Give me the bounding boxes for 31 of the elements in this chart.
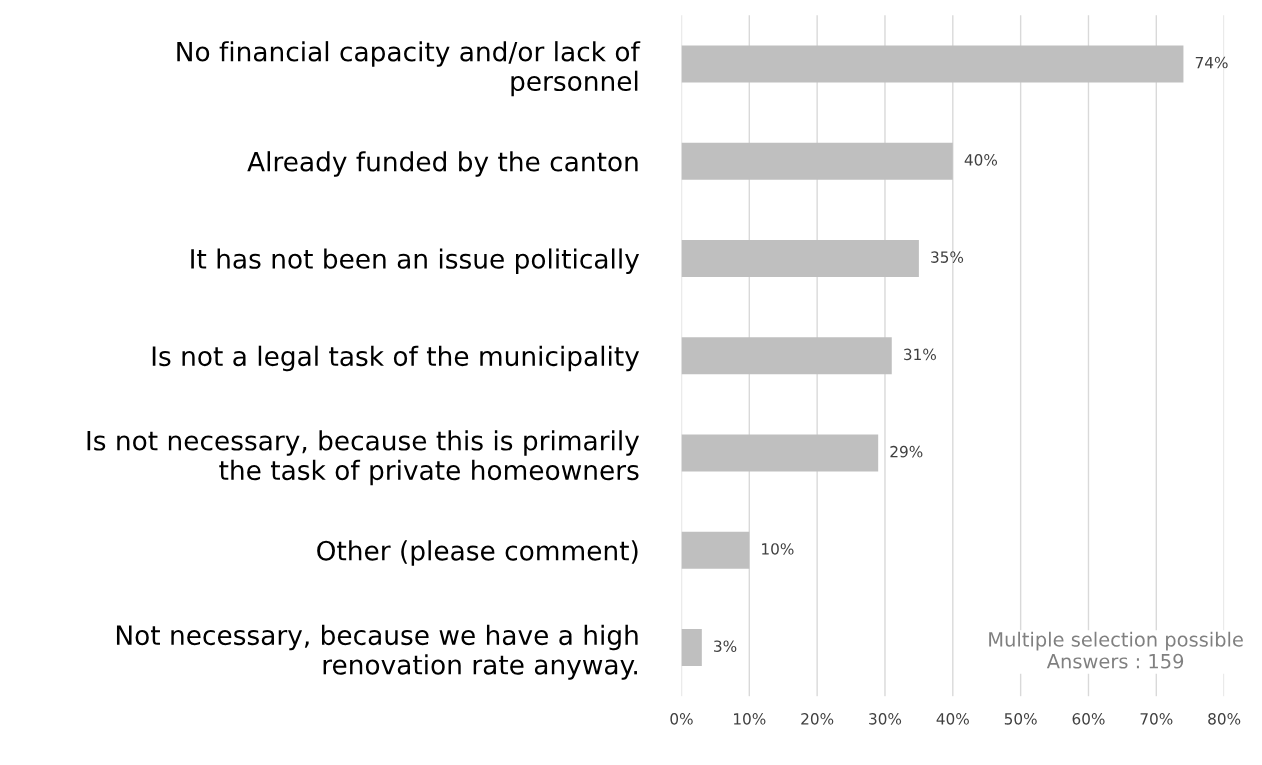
x-tick-label: 60% bbox=[1072, 713, 1105, 725]
bar bbox=[681, 142, 953, 180]
bar bbox=[681, 239, 919, 277]
data-label: 29% bbox=[890, 445, 923, 458]
data-label: 3% bbox=[714, 640, 737, 652]
y-tick-label: Not necessary, because we have a high renovation rate anyway. bbox=[116, 624, 638, 680]
x-tick-label: 0% bbox=[670, 713, 693, 725]
x-tick-label: 70% bbox=[1140, 713, 1173, 725]
y-tick-label: Already funded by the canton bbox=[247, 151, 638, 177]
y-tick-label: Is not a legal task of the municipality bbox=[152, 345, 640, 372]
bar bbox=[681, 434, 879, 472]
data-label: 74% bbox=[1195, 56, 1228, 69]
data-label: 40% bbox=[964, 154, 998, 166]
bar bbox=[681, 629, 702, 666]
data-label: 31% bbox=[904, 348, 936, 361]
x-tick-label: 50% bbox=[1004, 713, 1037, 725]
data-label: 10% bbox=[762, 543, 794, 555]
y-tick-label: It has not been an issue politically bbox=[191, 248, 640, 274]
y-tick-label: Other (please comment) bbox=[317, 540, 638, 566]
bar bbox=[681, 531, 750, 569]
x-tick-label: 10% bbox=[734, 713, 766, 725]
y-tick-label: No financial capacity and/or lack of personnel bbox=[177, 41, 641, 97]
x-tick-label: 30% bbox=[869, 713, 902, 725]
x-tick-label: 20% bbox=[801, 713, 834, 725]
y-tick-label: Is not necessary, because this is primarily the task of private homeowners bbox=[87, 430, 640, 486]
data-label: 35% bbox=[931, 251, 964, 263]
annotation: Multiple selection possible Answers : 159 bbox=[989, 631, 1243, 669]
bar bbox=[681, 337, 892, 375]
x-tick-label: 40% bbox=[936, 713, 969, 725]
x-tick-label: 80% bbox=[1208, 713, 1241, 725]
bar bbox=[681, 45, 1184, 83]
